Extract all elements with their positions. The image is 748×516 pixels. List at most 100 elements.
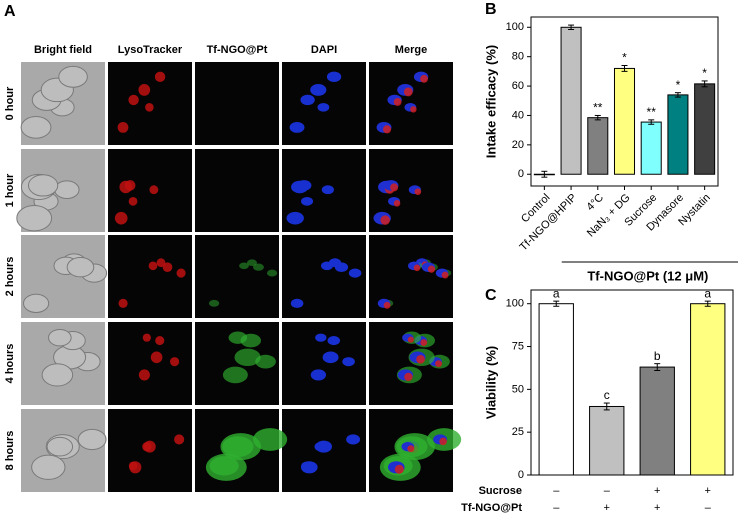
row-label: 0 hour	[4, 86, 16, 120]
bar	[587, 117, 609, 175]
condition-mark: +	[604, 502, 610, 514]
merge-lysosome	[439, 437, 447, 446]
y-axis-label: Viability (%)	[483, 346, 498, 419]
row-label: 2 hours	[4, 257, 16, 297]
lysosome	[128, 94, 139, 106]
y-tick-label: 0	[518, 168, 524, 180]
row-label: 4 hours	[4, 344, 16, 384]
merge-lysosome	[410, 106, 417, 113]
merge-lysosome	[416, 354, 425, 364]
y-tick-label: 75	[512, 340, 524, 352]
bar	[640, 121, 662, 175]
merge-lysosome	[427, 265, 436, 273]
lysosome	[117, 121, 129, 133]
y-tick-label: 0	[518, 469, 524, 481]
uptake	[239, 262, 249, 270]
nucleus	[342, 357, 355, 367]
lysosome	[154, 71, 166, 83]
cell-outline	[16, 205, 53, 232]
lysosome	[176, 268, 186, 278]
significance-label: **	[647, 105, 657, 119]
lysosome	[170, 357, 180, 367]
row-label: 8 hours	[4, 431, 16, 471]
uptake	[205, 453, 247, 481]
nucleus	[326, 71, 342, 83]
condition-name: Sucrose	[479, 485, 522, 497]
micrograph	[195, 235, 279, 318]
significance-label: a	[553, 286, 560, 300]
merge-lysosome	[394, 464, 404, 474]
group-label: Tf-NGO@Pt (12 μM)	[587, 268, 708, 283]
cell-outline	[77, 428, 107, 451]
condition-mark: +	[705, 485, 711, 497]
uptake	[266, 269, 278, 277]
lysosome	[142, 442, 152, 452]
lysosome	[128, 196, 138, 206]
y-tick-label: 100	[506, 21, 524, 33]
cell-outline	[66, 256, 95, 278]
nucleus	[314, 442, 328, 452]
bar	[694, 83, 716, 175]
merge-lysosome	[383, 301, 391, 309]
y-axis-label: Intake efficacy (%)	[483, 45, 498, 158]
panel-label: A	[4, 3, 16, 20]
cell-outline	[54, 180, 80, 200]
cell-outline	[48, 328, 72, 347]
lysosome	[129, 461, 142, 474]
lysosome	[145, 103, 154, 112]
condition-mark: +	[654, 485, 660, 497]
bar	[667, 94, 689, 175]
y-tick-label: 25	[512, 426, 524, 438]
cell-outline	[23, 293, 50, 313]
significance-label: *	[622, 51, 627, 65]
condition-mark: +	[654, 502, 660, 514]
condition-mark: –	[604, 485, 611, 497]
condition-name: Tf-NGO@Pt	[461, 502, 522, 514]
merge-lysosome	[407, 336, 414, 343]
nucleus	[310, 84, 327, 96]
lysosome	[162, 262, 173, 272]
merge-lysosome	[393, 200, 401, 207]
uptake	[253, 428, 288, 451]
nucleus	[296, 180, 312, 191]
nucleus	[321, 261, 334, 271]
row-label: 1 hour	[4, 173, 16, 207]
nucleus	[300, 461, 318, 474]
merge-lysosome	[435, 360, 443, 368]
bar	[613, 67, 636, 175]
nucleus	[315, 333, 327, 342]
merge-lysosome	[441, 271, 449, 279]
lysosome	[138, 84, 151, 96]
significance-label: a	[704, 286, 711, 300]
merge-lysosome	[413, 264, 421, 272]
uptake	[234, 348, 261, 367]
y-tick-label: 20	[512, 139, 524, 151]
merge-lysosome	[403, 87, 413, 97]
column-header: DAPI	[311, 44, 337, 56]
nucleus	[310, 369, 327, 381]
uptake	[222, 436, 254, 458]
bar	[690, 303, 726, 476]
column-header: Bright field	[34, 44, 92, 56]
bar	[538, 303, 574, 476]
column-header: LysoTracker	[118, 44, 183, 56]
nucleus	[348, 268, 362, 278]
lysosome	[155, 336, 165, 346]
x-tick-label: 4°C	[584, 192, 606, 214]
merge-lysosome	[390, 183, 399, 192]
significance-label: b	[654, 349, 661, 363]
merge-lysosome	[420, 339, 428, 346]
y-tick-label: 80	[512, 51, 524, 63]
lysosome	[174, 434, 185, 445]
lysosome	[114, 211, 128, 225]
bar	[560, 26, 582, 175]
nucleus	[346, 434, 361, 445]
nucleus	[322, 351, 339, 364]
condition-mark: –	[705, 502, 712, 514]
micrograph	[195, 62, 279, 145]
uptake	[208, 299, 220, 307]
merge-lysosome	[414, 188, 422, 196]
y-tick-label: 50	[512, 383, 524, 395]
bar	[639, 366, 675, 476]
column-header: Merge	[395, 44, 427, 56]
